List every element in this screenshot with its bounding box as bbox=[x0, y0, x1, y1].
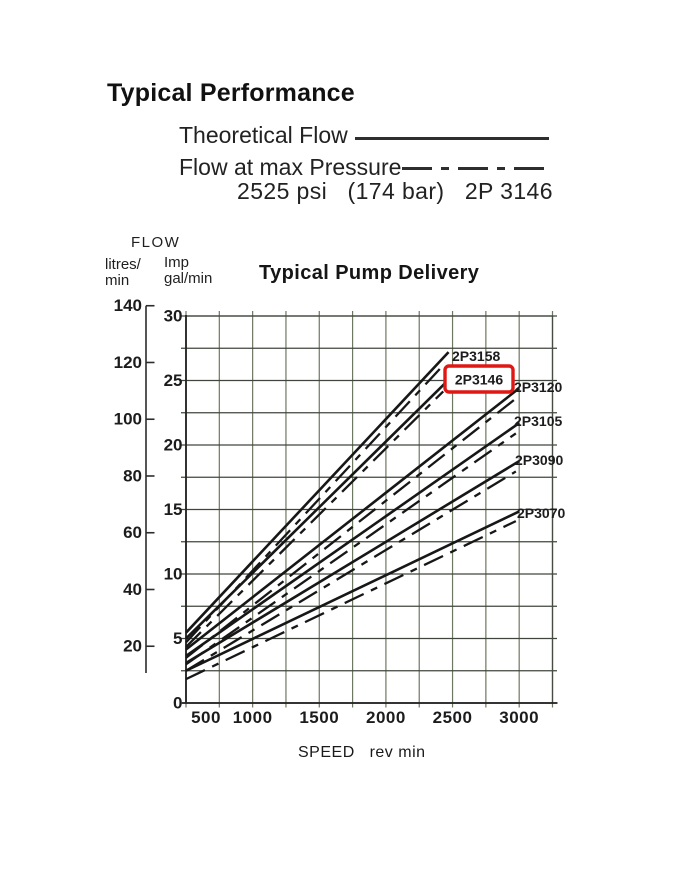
legend-pressure-condition: 2525 psi (174 bar) 2P 3146 bbox=[237, 178, 553, 204]
gal-unit-line1: Imp bbox=[164, 254, 190, 271]
theoretical-line-2P3120 bbox=[185, 387, 520, 651]
x-tick-label: 2500 bbox=[433, 708, 473, 727]
flow-left-units: litres/min bbox=[105, 257, 141, 289]
theoretical-line-2P3070 bbox=[185, 510, 520, 672]
legend-theoretical-label: Theoretical Flow bbox=[179, 122, 348, 148]
max-pressure-line-2P3146 bbox=[185, 390, 445, 648]
gal-tick-label: 25 bbox=[164, 371, 183, 390]
theoretical-line-2P3105 bbox=[185, 422, 520, 657]
chart-title: Typical Pump Delivery bbox=[259, 262, 480, 284]
series-label-2P3070: 2P3070 bbox=[517, 505, 565, 521]
gal-tick-label: 0 bbox=[173, 694, 182, 713]
series-label-2P3105: 2P3105 bbox=[514, 413, 562, 429]
x-tick-label: 500 bbox=[191, 708, 221, 727]
litres-tick-label: 120 bbox=[114, 353, 142, 372]
gal-tick-label: 5 bbox=[173, 629, 182, 648]
litres-tick-label: 140 bbox=[114, 296, 142, 315]
x-tick-label: 1000 bbox=[233, 708, 273, 727]
theoretical-line-2P3146 bbox=[185, 380, 448, 640]
series-label-2P3158: 2P3158 bbox=[452, 348, 500, 364]
x-tick-label: 1500 bbox=[299, 708, 339, 727]
litres-unit-line2: min bbox=[105, 272, 130, 289]
max-pressure-line-2P3090 bbox=[185, 470, 517, 672]
highlight-box-2P3146 bbox=[443, 364, 515, 394]
theoretical-flow-line-sample bbox=[355, 137, 549, 140]
x-tick-label: 2000 bbox=[366, 708, 406, 727]
max-pressure-line-sample bbox=[402, 167, 552, 170]
flow-axis-title: FLOW bbox=[131, 234, 181, 251]
max-pressure-line-2P3105 bbox=[185, 432, 517, 666]
max-pressure-line-2P3070 bbox=[185, 520, 517, 681]
series-label-2P3146: 2P3146 bbox=[455, 372, 503, 388]
gal-tick-label: 30 bbox=[164, 307, 183, 326]
litres-tick-label: 60 bbox=[123, 523, 142, 542]
legend-max-pressure-label: Flow at max Pressure bbox=[179, 154, 402, 180]
series-label-2P3090: 2P3090 bbox=[515, 452, 563, 468]
gal-tick-label: 15 bbox=[164, 500, 183, 519]
speed-axis-label: SPEED rev min bbox=[298, 744, 426, 761]
gal-tick-label: 10 bbox=[164, 565, 183, 584]
series-label-2P3120: 2P3120 bbox=[514, 379, 562, 395]
page-title: Typical Performance bbox=[107, 79, 355, 107]
flow-right-units: Imp gal/min bbox=[164, 255, 212, 287]
x-tick-label: 3000 bbox=[499, 708, 539, 727]
gal-tick-label: 20 bbox=[164, 436, 183, 455]
gal-unit-line2: gal/min bbox=[164, 270, 213, 287]
theoretical-line-2P3090 bbox=[185, 460, 520, 665]
litres-unit-line1: litres/ bbox=[105, 256, 141, 273]
theoretical-line-2P3158 bbox=[185, 351, 450, 634]
litres-tick-label: 40 bbox=[123, 580, 142, 599]
litres-tick-label: 20 bbox=[123, 637, 142, 656]
max-pressure-line-2P3120 bbox=[185, 397, 517, 659]
litres-tick-label: 80 bbox=[123, 466, 142, 485]
litres-tick-label: 100 bbox=[114, 410, 142, 429]
